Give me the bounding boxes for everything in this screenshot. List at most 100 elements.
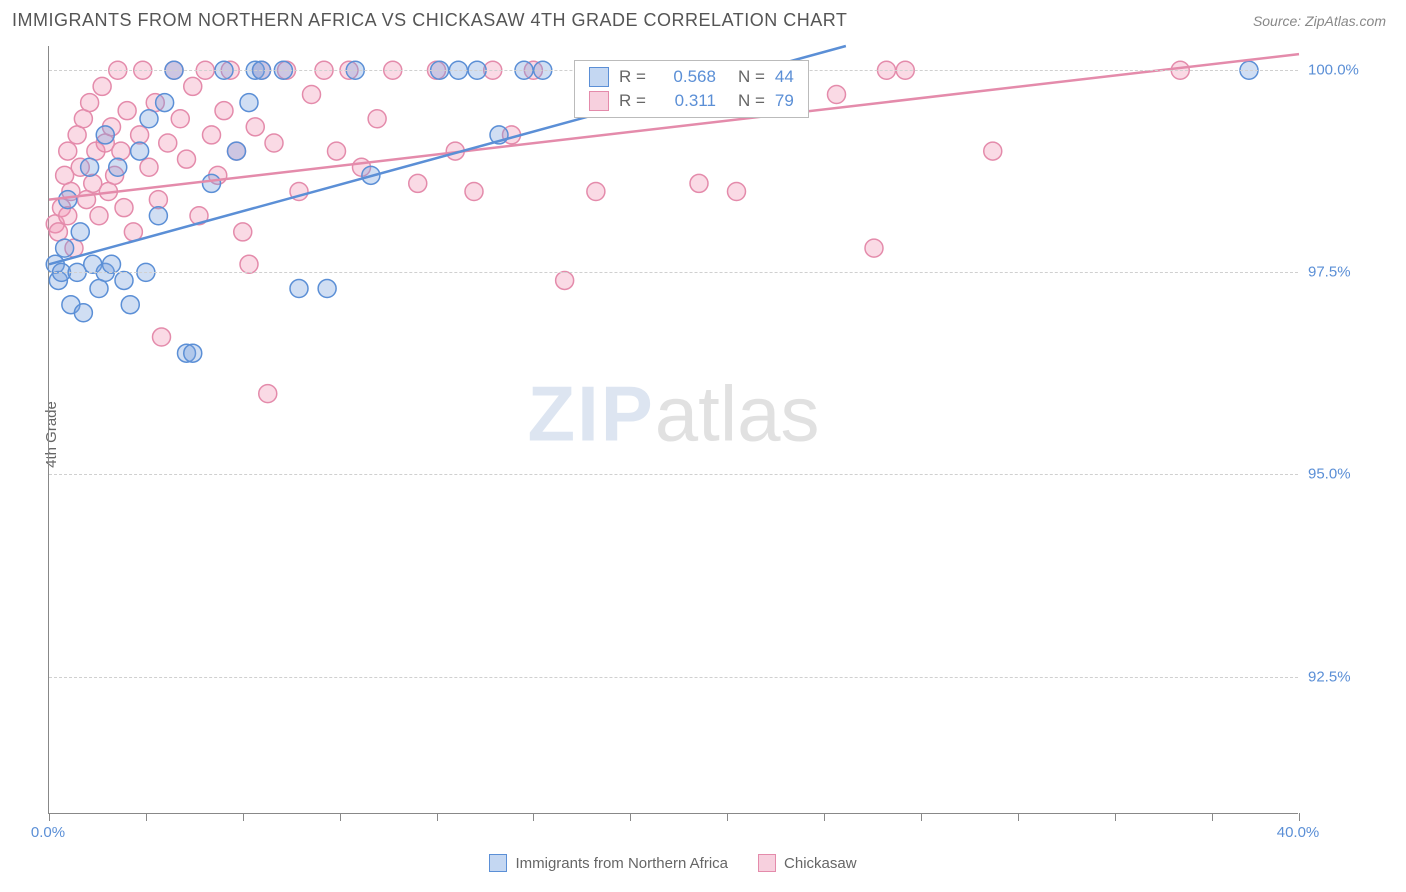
scatter-point — [265, 134, 283, 152]
xtick — [727, 813, 728, 821]
scatter-point — [728, 183, 746, 201]
xtick-label: 0.0% — [31, 824, 65, 841]
chart-source: Source: ZipAtlas.com — [1253, 13, 1386, 29]
scatter-point — [59, 142, 77, 160]
xtick — [49, 813, 50, 821]
stats-n-value: 44 — [775, 67, 794, 87]
xtick-label: 40.0% — [1277, 824, 1320, 841]
scatter-point — [156, 94, 174, 112]
scatter-point — [153, 328, 171, 346]
scatter-point — [81, 158, 99, 176]
legend-item: Chickasaw — [758, 854, 857, 872]
xtick — [630, 813, 631, 821]
legend-bottom: Immigrants from Northern Africa Chickasaw — [48, 854, 1298, 872]
scatter-point — [290, 280, 308, 298]
stats-box: R =0.568N =44R =0.311N =79 — [574, 60, 809, 118]
scatter-point — [115, 271, 133, 289]
scatter-point — [865, 239, 883, 257]
xtick — [437, 813, 438, 821]
stats-r-label: R = — [619, 67, 646, 87]
scatter-point — [149, 191, 167, 209]
xtick — [824, 813, 825, 821]
stats-n-label: N = — [738, 91, 765, 111]
ytick-label: 95.0% — [1308, 466, 1351, 483]
plot-svg — [49, 46, 1299, 814]
chart-header: IMMIGRANTS FROM NORTHERN AFRICA VS CHICK… — [0, 0, 1406, 39]
scatter-point — [74, 304, 92, 322]
stats-r-value: 0.311 — [656, 91, 716, 111]
scatter-point — [318, 280, 336, 298]
scatter-point — [90, 207, 108, 225]
xtick — [1212, 813, 1213, 821]
xtick — [533, 813, 534, 821]
scatter-point — [215, 102, 233, 120]
stats-row: R =0.568N =44 — [575, 65, 808, 89]
scatter-point — [178, 150, 196, 168]
scatter-point — [81, 94, 99, 112]
ytick-label: 100.0% — [1308, 62, 1359, 79]
xtick — [1018, 813, 1019, 821]
scatter-point — [465, 183, 483, 201]
stats-r-label: R = — [619, 91, 646, 111]
plot-area: ZIPatlas R =0.568N =44R =0.311N =79 — [48, 46, 1298, 814]
xtick — [146, 813, 147, 821]
scatter-point — [409, 174, 427, 192]
scatter-point — [56, 239, 74, 257]
scatter-point — [112, 142, 130, 160]
scatter-point — [184, 77, 202, 95]
scatter-point — [240, 94, 258, 112]
scatter-point — [140, 158, 158, 176]
xtick — [243, 813, 244, 821]
scatter-point — [115, 199, 133, 217]
stats-row: R = 0.311 N = 79 — [575, 89, 808, 113]
chart-title: IMMIGRANTS FROM NORTHERN AFRICA VS CHICK… — [12, 10, 847, 31]
scatter-point — [234, 223, 252, 241]
scatter-point — [93, 77, 111, 95]
legend-swatch — [589, 67, 609, 87]
scatter-point — [90, 280, 108, 298]
scatter-point — [368, 110, 386, 128]
scatter-point — [587, 183, 605, 201]
ytick-label: 92.5% — [1308, 668, 1351, 685]
gridline-h — [49, 474, 1298, 475]
scatter-point — [109, 158, 127, 176]
legend-label: Immigrants from Northern Africa — [515, 855, 728, 872]
scatter-point — [556, 271, 574, 289]
gridline-h — [49, 272, 1298, 273]
scatter-point — [203, 174, 221, 192]
xtick — [921, 813, 922, 821]
legend-swatch — [489, 854, 507, 872]
scatter-point — [984, 142, 1002, 160]
scatter-point — [828, 86, 846, 104]
xtick — [1115, 813, 1116, 821]
scatter-point — [246, 118, 264, 136]
legend-swatch — [758, 854, 776, 872]
xtick — [340, 813, 341, 821]
scatter-point — [171, 110, 189, 128]
scatter-point — [59, 207, 77, 225]
legend-swatch — [589, 91, 609, 111]
stats-n-value: 79 — [775, 91, 794, 111]
xtick — [1299, 813, 1300, 821]
scatter-point — [690, 174, 708, 192]
scatter-point — [74, 110, 92, 128]
scatter-point — [121, 296, 139, 314]
scatter-point — [131, 126, 149, 144]
scatter-point — [68, 126, 86, 144]
scatter-point — [259, 385, 277, 403]
scatter-point — [240, 255, 258, 273]
legend-label: Chickasaw — [784, 855, 857, 872]
scatter-point — [303, 86, 321, 104]
scatter-point — [59, 191, 77, 209]
scatter-point — [96, 126, 114, 144]
gridline-h — [49, 677, 1298, 678]
scatter-point — [184, 344, 202, 362]
scatter-point — [228, 142, 246, 160]
scatter-point — [49, 223, 67, 241]
scatter-point — [328, 142, 346, 160]
scatter-point — [131, 142, 149, 160]
legend-item: Immigrants from Northern Africa — [489, 854, 728, 872]
chart-container: 4th Grade ZIPatlas R =0.568N =44R =0.311… — [48, 46, 1394, 838]
scatter-point — [203, 126, 221, 144]
stats-n-label: N = — [738, 67, 765, 87]
